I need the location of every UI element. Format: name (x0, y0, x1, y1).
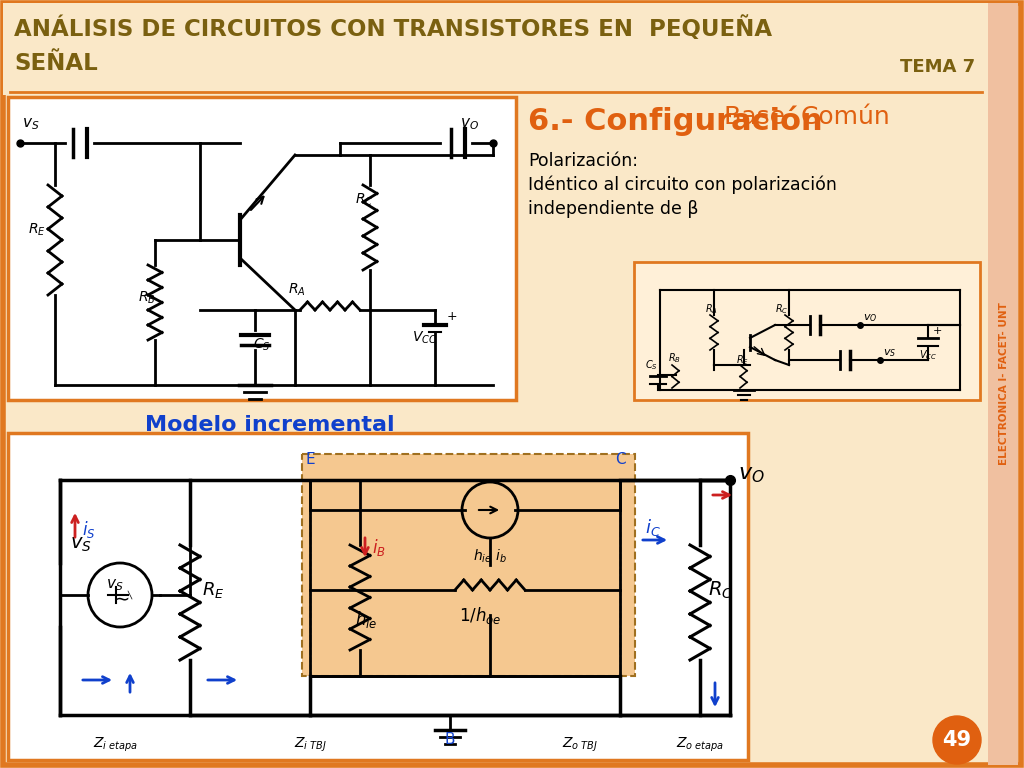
Text: $V_{CC}$: $V_{CC}$ (413, 330, 437, 346)
Text: 49: 49 (942, 730, 972, 750)
Text: $i_S$: $i_S$ (82, 519, 95, 541)
Text: $v_O$: $v_O$ (738, 465, 765, 485)
Text: Polarización:: Polarización: (528, 152, 638, 170)
Text: $v_O$: $v_O$ (460, 116, 479, 131)
Text: $Z_{i\ TBJ}$: $Z_{i\ TBJ}$ (294, 736, 327, 754)
Text: C: C (614, 452, 626, 468)
Bar (8, 433, 748, 760)
Text: ANÁLISIS DE CIRCUITOS CON TRANSISTORES EN  PEQUEÑA: ANÁLISIS DE CIRCUITOS CON TRANSISTORES E… (14, 16, 772, 41)
Text: $+$: $+$ (932, 325, 942, 336)
Bar (3, 3, 988, 95)
Text: $v_S$: $v_S$ (22, 116, 40, 131)
Text: TEMA 7: TEMA 7 (900, 58, 975, 76)
Text: $C_S$: $C_S$ (645, 358, 657, 372)
Text: $\sim$: $\sim$ (110, 588, 130, 607)
Text: $h_{ie}$: $h_{ie}$ (355, 610, 378, 631)
Bar (988, 3, 1018, 765)
Text: SEÑAL: SEÑAL (14, 52, 97, 75)
Text: $v_O$: $v_O$ (863, 312, 878, 324)
Text: $1/h_{oe}$: $1/h_{oe}$ (459, 605, 501, 626)
Text: $Z_{i\ etapa}$: $Z_{i\ etapa}$ (92, 736, 137, 754)
Text: B: B (444, 733, 456, 747)
Text: $R_B$: $R_B$ (138, 290, 156, 306)
Text: $+$: $+$ (446, 310, 458, 323)
Text: $V_{CC}$: $V_{CC}$ (919, 348, 937, 362)
Text: E: E (305, 452, 314, 468)
Text: $R_C$: $R_C$ (708, 579, 733, 601)
Text: Modelo incremental: Modelo incremental (145, 415, 395, 435)
Text: independiente de β: independiente de β (528, 200, 698, 218)
Text: $R_A$: $R_A$ (288, 282, 305, 298)
Bar (302, 454, 635, 676)
Text: 6.- Configuración: 6.- Configuración (528, 105, 822, 135)
Text: $R_E$: $R_E$ (202, 580, 224, 600)
Text: Base  Común: Base Común (716, 105, 890, 129)
Text: Idéntico al circuito con polarización: Idéntico al circuito con polarización (528, 176, 837, 194)
Text: $R_C$: $R_C$ (775, 302, 788, 316)
Text: $R_C$: $R_C$ (355, 192, 374, 208)
Text: $Z_{o\ TBJ}$: $Z_{o\ TBJ}$ (562, 736, 598, 754)
Text: $v_S$: $v_S$ (70, 535, 92, 554)
Text: $Z_{o\ etapa}$: $Z_{o\ etapa}$ (676, 736, 724, 754)
Bar (634, 262, 980, 400)
Text: $R_B$: $R_B$ (668, 351, 681, 365)
Bar (8, 97, 516, 400)
Circle shape (933, 716, 981, 764)
Text: $h_{ie}\ i_b$: $h_{ie}\ i_b$ (473, 548, 507, 565)
Text: $R_E$: $R_E$ (28, 222, 46, 238)
Text: $R_E$: $R_E$ (736, 353, 749, 367)
Text: $v_S$: $v_S$ (106, 578, 124, 593)
Text: $i_B$: $i_B$ (372, 538, 386, 558)
Text: $i_C$: $i_C$ (645, 518, 660, 538)
Text: $v_S$: $v_S$ (883, 347, 896, 359)
Text: ELECTRONICA I- FACET- UNT: ELECTRONICA I- FACET- UNT (999, 303, 1009, 465)
Text: $C_S$: $C_S$ (253, 337, 270, 353)
Text: $R_A$: $R_A$ (705, 302, 718, 316)
